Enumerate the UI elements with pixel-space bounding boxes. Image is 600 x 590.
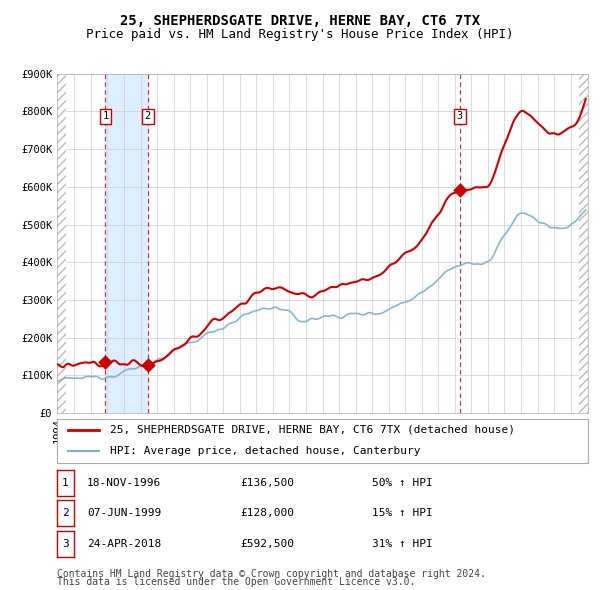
Text: 24-APR-2018: 24-APR-2018 [87, 539, 161, 549]
Text: 2: 2 [145, 111, 151, 121]
Text: 3: 3 [457, 111, 463, 121]
Text: 1: 1 [103, 111, 109, 121]
Bar [579, 74, 589, 413]
Text: 2: 2 [62, 509, 69, 518]
Bar [106, 74, 148, 413]
Point [101, 357, 110, 366]
Text: 31% ↑ HPI: 31% ↑ HPI [372, 539, 433, 549]
Text: 25, SHEPHERDSGATE DRIVE, HERNE BAY, CT6 7TX (detached house): 25, SHEPHERDSGATE DRIVE, HERNE BAY, CT6 … [110, 425, 515, 435]
Text: Contains HM Land Registry data © Crown copyright and database right 2024.: Contains HM Land Registry data © Crown c… [57, 569, 486, 579]
Text: 15% ↑ HPI: 15% ↑ HPI [372, 509, 433, 518]
Text: 50% ↑ HPI: 50% ↑ HPI [372, 478, 433, 487]
Text: HPI: Average price, detached house, Canterbury: HPI: Average price, detached house, Cant… [110, 446, 421, 455]
Text: 3: 3 [62, 539, 69, 549]
Text: £592,500: £592,500 [240, 539, 294, 549]
Text: £128,000: £128,000 [240, 509, 294, 518]
Text: Price paid vs. HM Land Registry's House Price Index (HPI): Price paid vs. HM Land Registry's House … [86, 28, 514, 41]
Point [455, 185, 464, 194]
Bar [57, 74, 66, 413]
Text: This data is licensed under the Open Government Licence v3.0.: This data is licensed under the Open Gov… [57, 577, 415, 587]
Text: 25, SHEPHERDSGATE DRIVE, HERNE BAY, CT6 7TX: 25, SHEPHERDSGATE DRIVE, HERNE BAY, CT6 … [120, 14, 480, 28]
Text: £136,500: £136,500 [240, 478, 294, 487]
Text: 07-JUN-1999: 07-JUN-1999 [87, 509, 161, 518]
Text: 18-NOV-1996: 18-NOV-1996 [87, 478, 161, 487]
Text: 1: 1 [62, 478, 69, 487]
Point [143, 360, 152, 369]
